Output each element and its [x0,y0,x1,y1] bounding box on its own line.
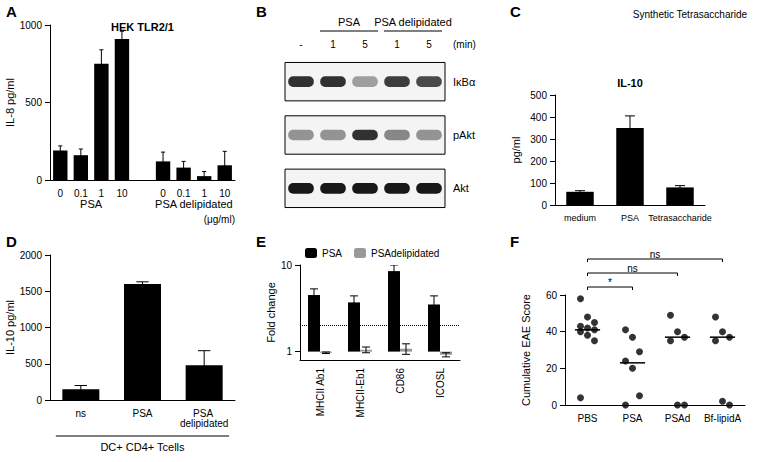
svg-text:1: 1 [99,188,105,199]
svg-text:ICOSL: ICOSL [435,368,446,398]
svg-text:DC+ CD4+ Tcells: DC+ CD4+ Tcells [100,441,185,453]
svg-text:Bf-lipidA: Bf-lipidA [704,413,742,424]
svg-text:1000: 1000 [20,20,43,31]
svg-text:PSA: PSA [322,248,342,259]
svg-text:2000: 2000 [20,250,43,261]
svg-text:A: A [6,3,17,20]
svg-text:delipidated: delipidated [180,418,228,429]
svg-text:D: D [6,233,17,250]
svg-text:PBS: PBS [577,413,597,424]
svg-text:IL-10 pg/ml: IL-10 pg/ml [4,300,16,355]
svg-text:-: - [299,39,302,50]
svg-text:1: 1 [201,188,207,199]
svg-text:PSAd: PSAd [665,413,691,424]
svg-text:C: C [510,3,521,20]
svg-text:PSA: PSA [622,413,642,424]
svg-text:ns: ns [627,263,638,274]
svg-text:PSA delipidated: PSA delipidated [374,16,452,28]
svg-text:60: 60 [546,290,558,301]
svg-text:0: 0 [551,400,557,411]
svg-text:5: 5 [426,39,432,50]
svg-text:20: 20 [546,363,558,374]
svg-text:1: 1 [286,346,292,357]
svg-text:pg/ml: pg/ml [510,137,522,164]
svg-text:MHCII-Eb1: MHCII-Eb1 [355,368,366,418]
svg-text:0.1: 0.1 [177,188,191,199]
svg-text:1000: 1000 [20,322,43,333]
svg-text:500: 500 [25,358,42,369]
svg-text:medium: medium [564,213,596,223]
svg-text:500: 500 [25,97,42,108]
svg-text:500: 500 [530,90,547,101]
svg-text:F: F [510,233,519,250]
svg-text:1: 1 [330,39,336,50]
svg-text:10: 10 [116,188,128,199]
svg-text:0: 0 [541,200,547,211]
svg-text:0: 0 [36,395,42,406]
svg-text:200: 200 [530,156,547,167]
svg-text:CD86: CD86 [395,368,406,394]
svg-text:0: 0 [160,188,166,199]
svg-text:E: E [256,233,266,250]
svg-text:PSA: PSA [132,408,152,419]
svg-text:0.1: 0.1 [74,188,88,199]
svg-text:300: 300 [530,134,547,145]
svg-text:IL-10: IL-10 [617,77,643,89]
svg-text:HEK TLR2/1: HEK TLR2/1 [111,21,174,33]
svg-text:ns: ns [76,408,87,419]
svg-text:10: 10 [281,260,293,271]
svg-text:PSA: PSA [80,198,103,210]
svg-text:pAkt: pAkt [453,129,475,141]
svg-text:10: 10 [219,188,231,199]
svg-text:PSA: PSA [193,407,216,419]
svg-text:*: * [608,277,612,288]
svg-text:40: 40 [546,326,558,337]
svg-text:400: 400 [530,112,547,123]
svg-text:PSA: PSA [338,16,361,28]
svg-text:IL-8 pg/ml: IL-8 pg/ml [4,78,16,127]
svg-text:MHCII Ab1: MHCII Ab1 [315,368,326,417]
svg-text:5: 5 [362,39,368,50]
svg-text:Fold change: Fold change [265,282,277,343]
svg-text:0: 0 [57,188,63,199]
svg-text:PSAdelipidated: PSAdelipidated [371,248,439,259]
svg-text:Cumulative EAE Score: Cumulative EAE Score [520,294,532,406]
svg-text:ns: ns [650,249,661,260]
svg-text:B: B [256,3,267,20]
svg-text:PSA: PSA [621,213,639,223]
svg-text:Akt: Akt [453,182,469,194]
svg-text:1: 1 [394,39,400,50]
svg-text:(μg/ml): (μg/ml) [204,214,235,225]
svg-text:0: 0 [36,175,42,186]
svg-text:1500: 1500 [20,286,43,297]
svg-text:100: 100 [530,178,547,189]
svg-text:PSA delipidated: PSA delipidated [155,198,233,210]
svg-text:Synthetic Tetrasaccharide: Synthetic Tetrasaccharide [633,9,748,20]
svg-text:(min): (min) [453,39,476,50]
svg-text:IκBα: IκBα [453,76,476,88]
svg-text:Tetrasaccharide: Tetrasaccharide [648,213,712,223]
